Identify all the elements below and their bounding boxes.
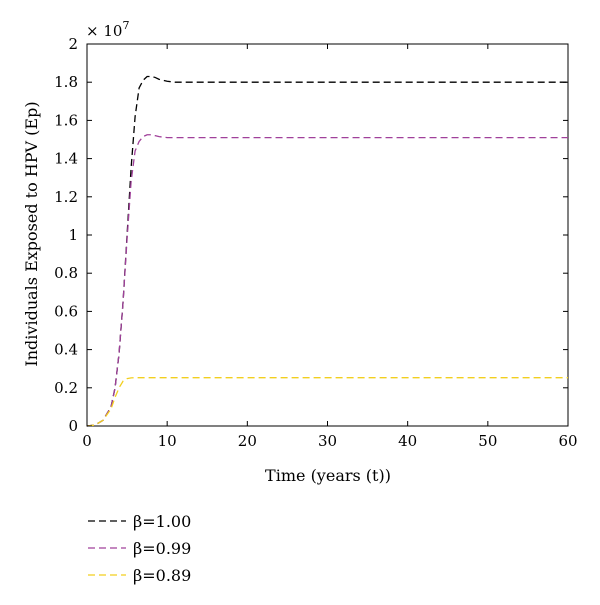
series-line-1 bbox=[86, 75, 568, 427]
y-tick-label: 0 bbox=[68, 417, 78, 435]
y-axis-multiplier-base: × 10 bbox=[86, 22, 122, 40]
legend-label-2: β=0.99 bbox=[133, 539, 191, 558]
x-tick-label: 30 bbox=[318, 432, 337, 450]
plot-frame bbox=[86, 43, 569, 427]
x-tick-label: 0 bbox=[82, 432, 92, 450]
y-tick-label: 1 bbox=[68, 226, 78, 244]
y-tick-label: 1.2 bbox=[54, 188, 78, 206]
y-tick-label: 1.6 bbox=[54, 111, 78, 129]
x-tick-label: 50 bbox=[478, 432, 497, 450]
plot-area bbox=[86, 43, 569, 427]
ticks-layer bbox=[86, 43, 569, 427]
series-line-3 bbox=[86, 377, 568, 427]
x-tick-label: 10 bbox=[158, 432, 177, 450]
y-tick-label: 0.2 bbox=[54, 379, 78, 397]
x-axis-title: Time (years (t)) bbox=[265, 466, 391, 485]
legend: β=1.00 β=0.99 β=0.89 bbox=[88, 512, 191, 585]
y-tick-label: 0.6 bbox=[54, 302, 78, 320]
x-tick-label: 20 bbox=[238, 432, 257, 450]
y-tick-label: 0.8 bbox=[54, 264, 78, 282]
legend-label-1: β=1.00 bbox=[133, 512, 191, 531]
series-line-2 bbox=[86, 134, 568, 427]
legend-label-3: β=0.89 bbox=[133, 566, 191, 585]
y-axis-multiplier: × 107 bbox=[86, 19, 129, 40]
y-tick-label: 1.8 bbox=[54, 73, 78, 91]
x-tick-label: 60 bbox=[558, 432, 577, 450]
y-axis-title: Individuals Exposed to HPV (Ep) bbox=[22, 101, 41, 366]
series-layer bbox=[86, 75, 568, 427]
y-tick-label: 2 bbox=[68, 35, 78, 53]
y-tick-label: 1.4 bbox=[54, 150, 78, 168]
x-tick-label: 40 bbox=[398, 432, 417, 450]
y-axis-multiplier-exponent: 7 bbox=[122, 19, 129, 32]
y-tick-label: 0.4 bbox=[54, 341, 78, 359]
